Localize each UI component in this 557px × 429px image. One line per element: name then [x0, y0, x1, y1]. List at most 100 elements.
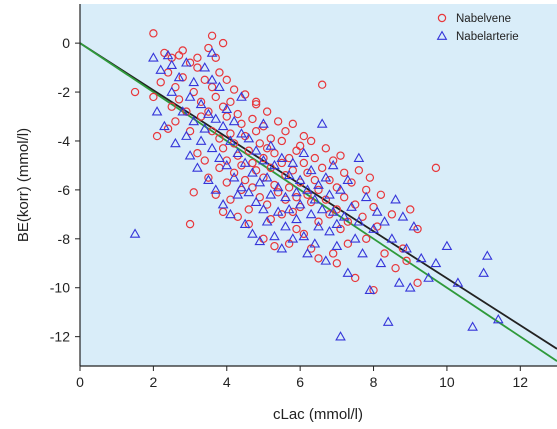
data-point	[452, 277, 464, 287]
data-point	[250, 145, 262, 155]
data-point	[339, 168, 349, 177]
data-point	[232, 189, 244, 199]
data-point	[184, 150, 196, 160]
data-point	[316, 118, 328, 128]
data-point	[401, 243, 412, 253]
data-point	[243, 133, 255, 143]
data-point	[211, 92, 220, 102]
data-point	[225, 208, 236, 219]
data-point	[258, 203, 269, 214]
data-point	[226, 97, 235, 107]
data-point	[195, 98, 207, 109]
data-point	[203, 174, 214, 184]
data-point	[368, 223, 379, 233]
data-point	[177, 106, 189, 116]
data-point	[298, 230, 310, 241]
data-point	[299, 131, 309, 141]
y-tick-label: -10	[50, 280, 70, 296]
data-point	[325, 210, 334, 219]
data-point	[316, 203, 328, 214]
data-point	[166, 86, 178, 96]
data-point	[254, 177, 266, 187]
data-point	[159, 120, 170, 131]
data-point	[281, 126, 290, 136]
data-point	[294, 199, 306, 209]
data-point	[148, 52, 159, 62]
data-point	[204, 107, 213, 116]
data-point	[291, 186, 302, 197]
data-point	[295, 141, 305, 151]
data-point	[239, 218, 251, 228]
data-point	[380, 249, 389, 258]
data-point	[195, 135, 207, 145]
data-point	[393, 277, 405, 287]
data-point	[379, 216, 390, 226]
data-point	[303, 168, 312, 177]
data-point	[375, 257, 387, 268]
data-point	[349, 233, 361, 243]
data-point	[354, 166, 364, 175]
data-point	[292, 224, 301, 234]
data-point	[218, 144, 228, 153]
data-point	[185, 219, 195, 229]
data-point	[331, 240, 343, 250]
data-point	[217, 199, 229, 209]
data-point	[338, 211, 350, 221]
data-point	[239, 157, 251, 167]
data-point	[291, 213, 302, 224]
data-point	[254, 235, 266, 246]
data-point	[364, 284, 376, 295]
data-point	[342, 267, 354, 277]
data-point	[193, 53, 202, 63]
data-point	[276, 152, 288, 162]
x-tick-label: 12	[513, 374, 529, 390]
data-point	[261, 216, 273, 226]
data-point	[248, 114, 257, 124]
data-point	[265, 189, 277, 199]
data-point	[130, 87, 140, 97]
data-point	[244, 205, 253, 214]
data-point	[166, 59, 178, 69]
data-point	[203, 108, 214, 118]
data-point	[386, 233, 398, 243]
data-point	[214, 152, 225, 162]
data-point	[200, 75, 209, 85]
data-point	[259, 153, 268, 163]
data-point	[284, 183, 294, 192]
data-point	[261, 172, 273, 182]
data-point	[228, 115, 240, 126]
data-point	[273, 188, 283, 197]
x-tick-label: 10	[439, 374, 455, 390]
data-point	[362, 234, 371, 244]
data-point	[229, 85, 239, 94]
y-tick-label: -4	[58, 133, 71, 149]
data-point	[272, 206, 284, 216]
data-point	[314, 217, 323, 226]
data-point	[343, 239, 353, 248]
data-point	[262, 144, 272, 153]
data-point	[309, 238, 321, 248]
data-point	[214, 81, 225, 92]
data-point	[162, 49, 174, 60]
data-point	[156, 78, 165, 87]
data-point	[467, 321, 478, 331]
data-point	[478, 267, 489, 277]
y-axis-label: BE(korr) (mmol/l)	[15, 128, 32, 242]
data-point	[306, 136, 316, 146]
data-point	[320, 255, 332, 265]
data-point	[222, 75, 231, 85]
data-point	[236, 181, 247, 192]
legend-marker	[436, 30, 448, 40]
data-point	[221, 159, 233, 170]
data-point	[402, 256, 411, 266]
data-point	[298, 147, 310, 158]
data-point	[188, 76, 200, 87]
legend-label: Nabelarterie	[456, 31, 519, 43]
data-point	[321, 144, 331, 153]
data-point	[189, 188, 198, 197]
data-point	[431, 163, 441, 173]
data-point	[248, 158, 257, 168]
data-point	[199, 62, 211, 72]
x-tick-label: 8	[370, 374, 378, 390]
data-point	[327, 159, 339, 170]
